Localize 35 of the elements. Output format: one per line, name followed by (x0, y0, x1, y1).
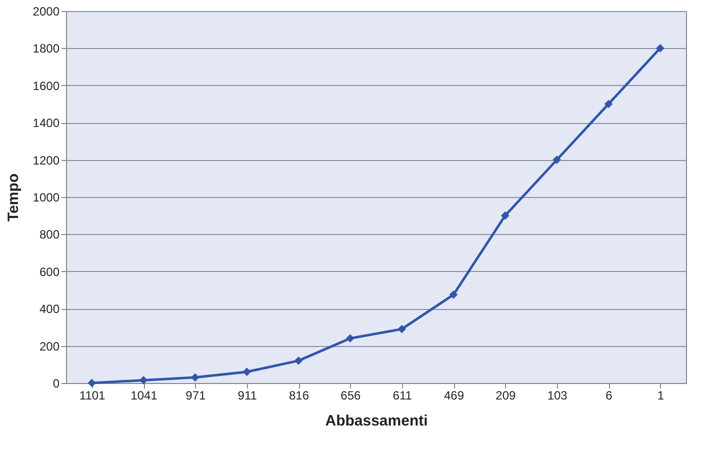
x-tick-label: 816 (288, 388, 310, 402)
y-tick-label: 200 (39, 339, 60, 354)
x-tick-label: 103 (547, 388, 568, 402)
x-tick-label: 971 (186, 388, 206, 402)
y-tick-label: 1600 (32, 78, 60, 93)
x-tick-label: 1 (657, 388, 664, 402)
point (398, 324, 406, 334)
y-tick-label: 1200 (32, 153, 60, 168)
point (294, 356, 303, 365)
y-tick-label: 800 (39, 228, 60, 242)
x-tick-label: 611 (392, 388, 412, 402)
point (500, 211, 510, 220)
y-tick-label: 1800 (32, 42, 60, 56)
y-axis-title: Tempo (4, 173, 22, 222)
point (346, 334, 354, 343)
y-tick-label: 1000 (32, 190, 60, 204)
y-tick-label: 600 (39, 264, 60, 279)
y-tick-label: 0 (52, 376, 60, 390)
x-tick-label: 6 (606, 388, 613, 402)
x-axis-title: Abbassamenti (325, 412, 428, 430)
y-tick-label: 1400 (32, 116, 60, 130)
point (552, 156, 562, 164)
point (139, 376, 148, 384)
point (449, 290, 458, 299)
x-tick-label: 911 (238, 388, 258, 402)
point (656, 44, 664, 52)
x-tick-label: 656 (340, 388, 361, 402)
point (242, 368, 252, 376)
y-tick-label: 400 (39, 302, 60, 316)
x-tick-label: 469 (444, 388, 464, 402)
point (604, 100, 613, 108)
x-tick-label: 209 (496, 388, 516, 402)
x-tick-label: 1041 (130, 388, 158, 402)
x-tick-label: 1101 (79, 388, 106, 402)
y-tick-label: 2000 (32, 4, 60, 18)
